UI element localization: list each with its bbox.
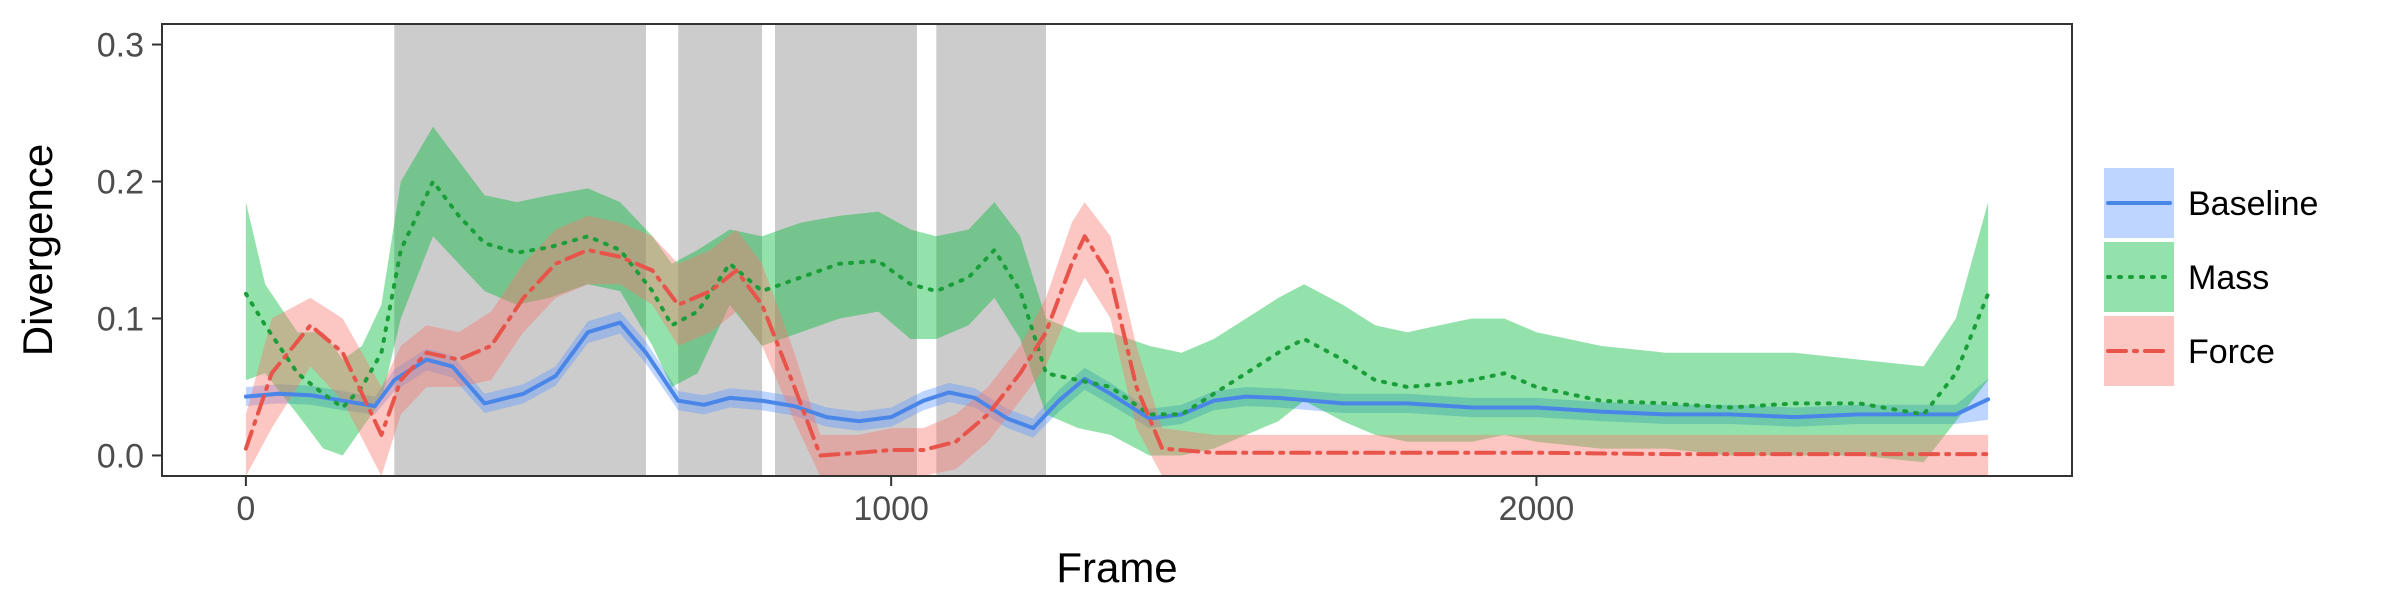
x-tick-label: 0 (236, 490, 255, 528)
y-tick-label: 0.1 (97, 300, 144, 338)
shaded-regions (394, 24, 1047, 476)
x-axis: 0 1000 2000 (236, 476, 1574, 528)
shaded-region-4 (936, 24, 1047, 476)
y-axis: 0.0 0.1 0.2 0.3 (97, 27, 162, 475)
y-axis-title: Divergence (14, 144, 61, 356)
mass-confidence-band (245, 126, 1989, 463)
force-confidence-band (245, 202, 1989, 476)
x-tick-label: 2000 (1499, 490, 1575, 528)
y-tick-label: 0.0 (97, 437, 144, 475)
y-tick-label: 0.3 (97, 27, 144, 65)
x-axis-title: Frame (1056, 544, 1177, 591)
baseline-confidence-band (245, 311, 1989, 438)
series-lines (243, 179, 1991, 458)
legend-label: Baseline (2188, 185, 2318, 223)
legend-item-baseline: Baseline (2104, 168, 2318, 238)
legend-label: Force (2188, 333, 2275, 371)
force-line (243, 234, 1991, 458)
y-tick-label: 0.2 (97, 164, 144, 202)
plot-border (161, 23, 2073, 477)
legend-item-mass: Mass (2104, 242, 2269, 312)
x-tick-label: 1000 (853, 490, 929, 528)
mass-line (243, 179, 1991, 417)
baseline-line (243, 320, 1991, 431)
legend: Baseline Mass Force (2104, 168, 2318, 386)
confidence-bands (245, 126, 1989, 476)
legend-item-force: Force (2104, 316, 2275, 386)
shaded-region-1 (394, 24, 646, 476)
legend-label: Mass (2188, 259, 2269, 297)
